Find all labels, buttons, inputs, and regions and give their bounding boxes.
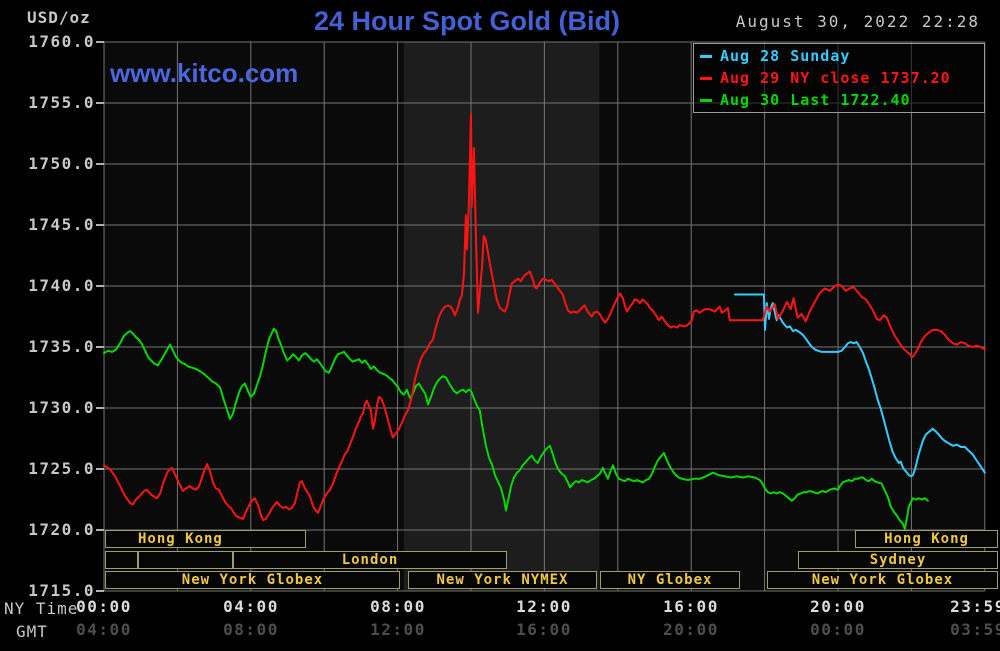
session-bar-new-york-globex: New York Globex	[767, 571, 998, 589]
x-axis-label-gmt: 08:00	[223, 620, 279, 639]
legend-item-aug29: Aug 29 NY close 1737.20	[694, 67, 984, 89]
legend-dash-icon	[700, 77, 712, 80]
session-bar-london: London	[233, 551, 507, 569]
legend-label: Aug 30 Last 1722.40	[720, 91, 911, 109]
y-axis-label: 1745.0	[28, 215, 95, 234]
series-line-aug-28-sunday	[733, 293, 986, 478]
x-axis-label-ny: 08:00	[370, 597, 426, 616]
x-axis-label-ny: 04:00	[223, 597, 279, 616]
y-axis-unit-label: USD/oz	[27, 8, 91, 27]
session-bar-hong-kong: Hong Kong	[855, 530, 998, 548]
series-line-aug-30-last-1722-40	[103, 327, 929, 530]
x-axis-label-ny: 23:59	[950, 597, 1000, 616]
session-bar-new-york-nymex: New York NYMEX	[408, 571, 597, 589]
legend-label: Aug 28 Sunday	[720, 47, 851, 65]
series-line-aug-29-ny-close-1737-20	[103, 113, 986, 522]
legend-item-aug30: Aug 30 Last 1722.40	[694, 89, 984, 111]
session-bar-segment	[105, 551, 138, 569]
legend-label: Aug 29 NY close 1737.20	[720, 69, 951, 87]
x-axis-label-ny: 00:00	[76, 597, 132, 616]
y-axis-label: 1760.0	[28, 32, 95, 51]
legend-item-aug28: Aug 28 Sunday	[694, 45, 984, 67]
x-axis-label-gmt: 12:00	[370, 620, 426, 639]
x-axis-label-ny: 16:00	[663, 597, 719, 616]
x-axis-label-ny: 12:00	[516, 597, 572, 616]
session-bar-sydney: Sydney	[798, 551, 998, 569]
gmt-row-label: GMT	[16, 622, 48, 641]
ny-time-row-label: NY Time	[4, 599, 79, 618]
x-axis-label-gmt: 04:00	[76, 620, 132, 639]
kitco-watermark: www.kitco.com	[110, 58, 299, 88]
session-bar-new-york-globex: New York Globex	[105, 571, 400, 589]
chart-title: 24 Hour Spot Gold (Bid)	[314, 6, 620, 36]
y-axis-label: 1720.0	[28, 520, 95, 539]
y-axis-label: 1740.0	[28, 276, 95, 295]
legend: Aug 28 Sunday Aug 29 NY close 1737.20 Au…	[693, 43, 985, 113]
legend-dash-icon	[700, 55, 712, 58]
chart-datetime: August 30, 2022 22:28	[735, 12, 980, 31]
y-axis-label: 1750.0	[28, 154, 95, 173]
y-axis-label: 1715.0	[28, 581, 95, 600]
nymex-session-highlight	[403, 42, 600, 591]
x-axis-label-gmt: 16:00	[516, 620, 572, 639]
session-bar-hong-kong: Hong Kong	[105, 530, 306, 548]
x-axis-label-gmt: 20:00	[663, 620, 719, 639]
y-axis-label: 1735.0	[28, 337, 95, 356]
x-axis-label-gmt: 03:59	[950, 620, 1000, 639]
x-axis-label-gmt: 00:00	[810, 620, 866, 639]
y-axis-label: 1730.0	[28, 398, 95, 417]
session-bar-segment	[138, 551, 233, 569]
legend-dash-icon	[700, 99, 712, 102]
y-axis-label: 1725.0	[28, 459, 95, 478]
session-bar-ny-globex: NY Globex	[600, 571, 740, 589]
y-axis-label: 1755.0	[28, 93, 95, 112]
x-axis-label-ny: 20:00	[810, 597, 866, 616]
